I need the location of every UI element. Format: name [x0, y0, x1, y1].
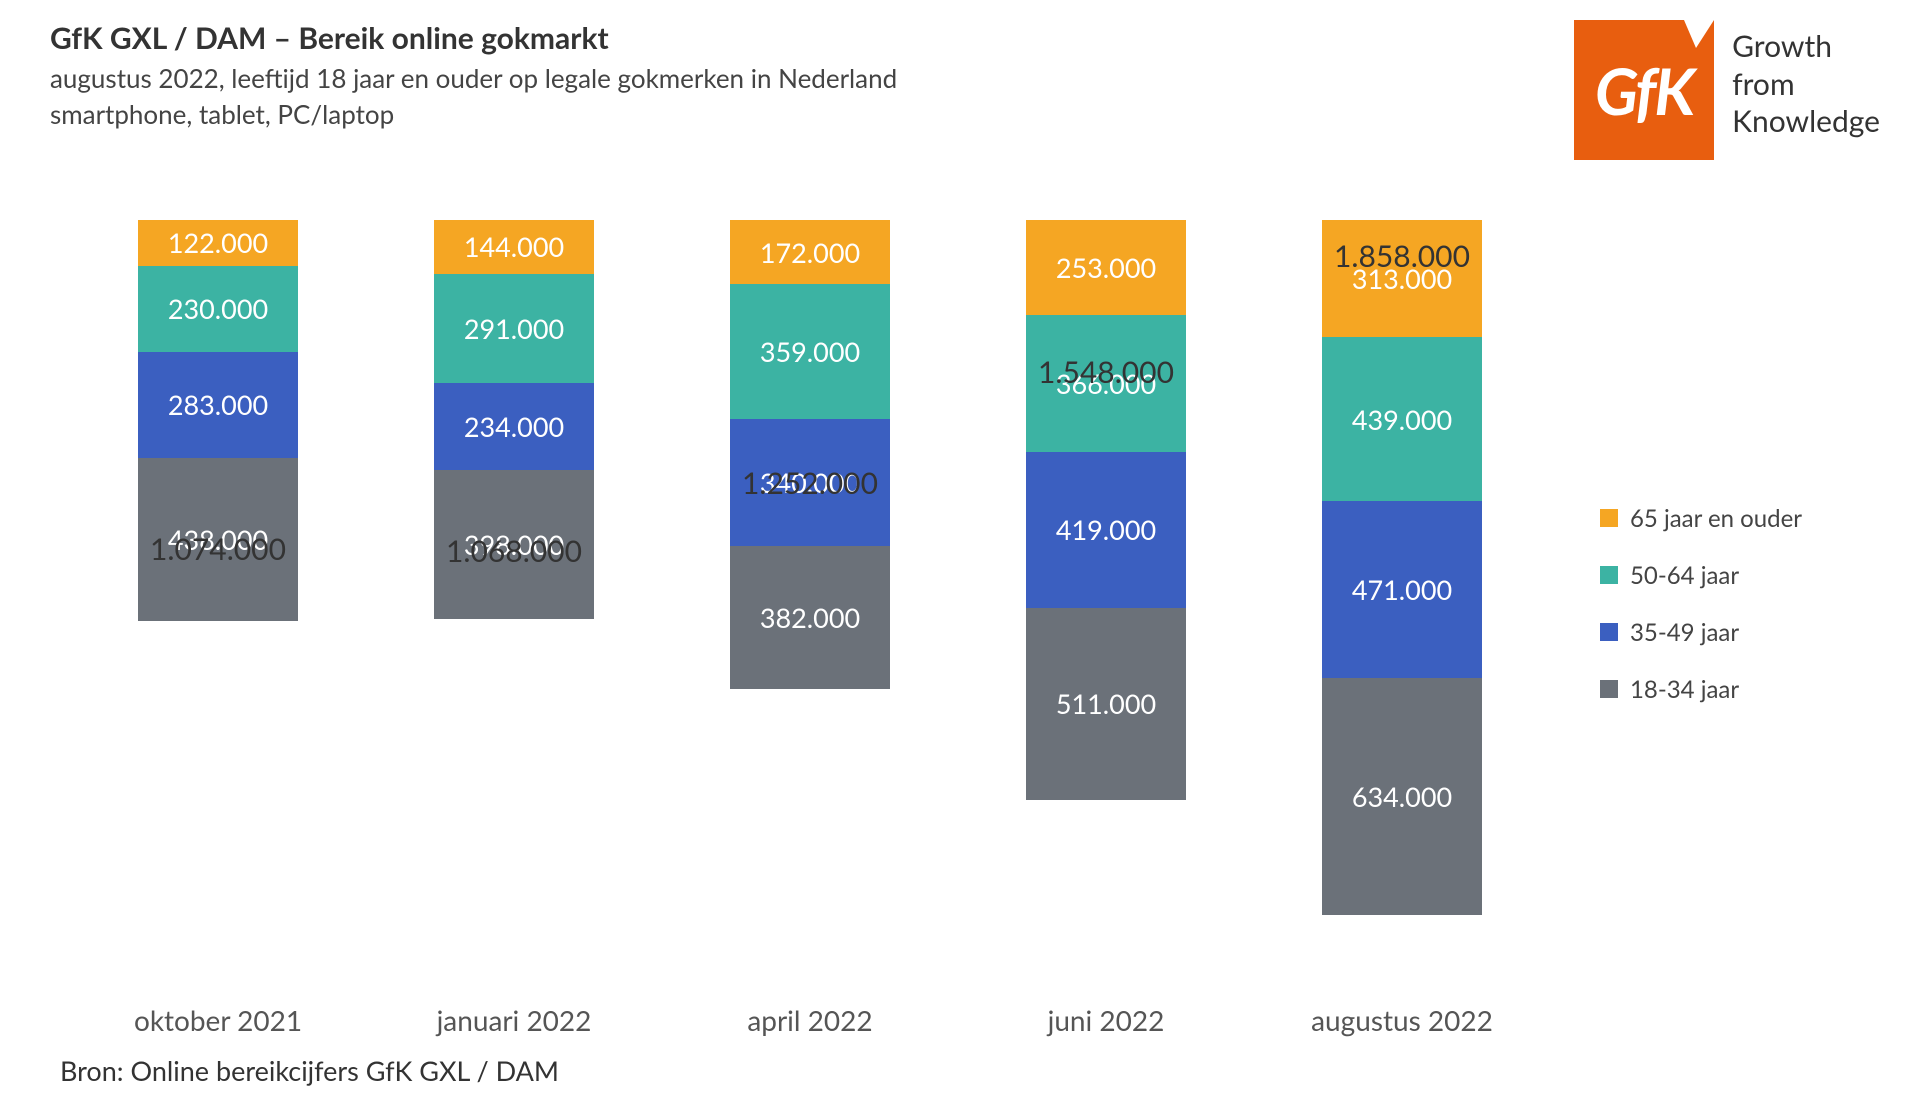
bar-total-label: 1.068.000 — [364, 533, 664, 569]
segment-value-label: 291.000 — [464, 312, 564, 345]
segment-value-label: 283.000 — [168, 388, 268, 421]
segment-value-label: 382.000 — [760, 601, 860, 634]
segment-value-label: 122.000 — [168, 226, 268, 259]
legend-swatch-icon — [1600, 509, 1618, 527]
segment-value-label: 419.000 — [1056, 513, 1156, 546]
bar-total-label: 1.548.000 — [956, 354, 1256, 390]
gfk-logo-icon: GfK — [1574, 20, 1714, 160]
segment-value-label: 230.000 — [168, 292, 268, 325]
tagline-line-1: Growth — [1732, 28, 1880, 66]
bar-total-label: 1.252.000 — [660, 465, 960, 501]
segment-value-label: 471.000 — [1352, 573, 1452, 606]
bar-segment-age35_49: 471.000 — [1322, 501, 1482, 677]
segment-value-label: 359.000 — [760, 335, 860, 368]
legend-item: 50-64 jaar — [1600, 561, 1880, 590]
subtitle-line-2: smartphone, tablet, PC/laptop — [50, 98, 897, 130]
bar-segment-age18_34: 382.000 — [730, 546, 890, 689]
legend: 65 jaar en ouder 50-64 jaar 35-49 jaar 18-3… — [1570, 220, 1880, 987]
category-label: april 2022 — [747, 1003, 872, 1037]
bar-total-label: 1.858.000 — [1252, 238, 1552, 274]
legend-label: 50-64 jaar — [1630, 561, 1739, 590]
bar-segment-age65: 253.000 — [1026, 220, 1186, 315]
page-root: GfK GXL / DAM – Bereik online gokmarkt a… — [0, 0, 1920, 1117]
bar-total-label: 1.074.000 — [68, 531, 368, 567]
bar-segment-age18_34: 634.000 — [1322, 678, 1482, 915]
page-title: GfK GXL / DAM – Bereik online gokmarkt — [50, 20, 897, 56]
segment-value-label: 172.000 — [760, 236, 860, 269]
tagline-line-3: Knowledge — [1732, 103, 1880, 141]
category-label: juni 2022 — [1048, 1003, 1165, 1037]
logo-tagline: Growth from Knowledge — [1732, 20, 1880, 141]
category-label: augustus 2022 — [1311, 1003, 1493, 1037]
segment-value-label: 144.000 — [464, 230, 564, 263]
bar-segment-age50_64: 359.000 — [730, 284, 890, 418]
legend-swatch-icon — [1600, 623, 1618, 641]
bar-column: 1.074.000122.000230.000283.000438.000okt… — [138, 220, 298, 987]
title-block: GfK GXL / DAM – Bereik online gokmarkt a… — [50, 20, 897, 134]
bar-stack: 172.000359.000340.000382.000 — [730, 220, 890, 689]
bar-segment-age65: 172.000 — [730, 220, 890, 284]
legend-label: 35-49 jaar — [1630, 618, 1739, 647]
bar-segment-age50_64: 439.000 — [1322, 337, 1482, 501]
bar-segment-age65: 122.000 — [138, 220, 298, 266]
bar-segment-age35_49: 283.000 — [138, 352, 298, 458]
bar-stack: 253.000366.000419.000511.000 — [1026, 220, 1186, 800]
legend-swatch-icon — [1600, 566, 1618, 584]
segment-value-label: 634.000 — [1352, 780, 1452, 813]
legend-swatch-icon — [1600, 680, 1618, 698]
bar-column: 1.858.000313.000439.000471.000634.000aug… — [1322, 220, 1482, 987]
segment-value-label: 234.000 — [464, 410, 564, 443]
legend-item: 18-34 jaar — [1600, 675, 1880, 704]
segment-value-label: 439.000 — [1352, 403, 1452, 436]
category-label: januari 2022 — [437, 1003, 592, 1037]
bar-segment-age50_64: 291.000 — [434, 274, 594, 383]
legend-item: 35-49 jaar — [1600, 618, 1880, 647]
bar-segment-age65: 144.000 — [434, 220, 594, 274]
subtitle-line-1: augustus 2022, leeftijd 18 jaar en ouder… — [50, 62, 897, 94]
header: GfK GXL / DAM – Bereik online gokmarkt a… — [50, 20, 1880, 160]
logo-block: GfK Growth from Knowledge — [1574, 20, 1880, 160]
segment-value-label: 511.000 — [1056, 687, 1156, 720]
bar-column: 1.548.000253.000366.000419.000511.000jun… — [1026, 220, 1186, 987]
chart-zone: 1.074.000122.000230.000283.000438.000okt… — [50, 220, 1880, 987]
logo-text: GfK — [1595, 52, 1693, 129]
tagline-line-2: from — [1732, 66, 1880, 104]
bar-column: 1.252.000172.000359.000340.000382.000apr… — [730, 220, 890, 987]
plot-area: 1.074.000122.000230.000283.000438.000okt… — [50, 220, 1570, 987]
segment-value-label: 253.000 — [1056, 251, 1156, 284]
bar-segment-age35_49: 419.000 — [1026, 452, 1186, 609]
legend-item: 65 jaar en ouder — [1600, 504, 1880, 533]
legend-label: 18-34 jaar — [1630, 675, 1739, 704]
bar-column: 1.068.000144.000291.000234.000398.000jan… — [434, 220, 594, 987]
source-line: Bron: Online bereikcijfers GfK GXL / DAM — [60, 1054, 559, 1087]
legend-label: 65 jaar en ouder — [1630, 504, 1802, 533]
category-label: oktober 2021 — [134, 1003, 302, 1037]
bar-segment-age18_34: 511.000 — [1026, 608, 1186, 799]
bar-segment-age50_64: 230.000 — [138, 266, 298, 352]
bar-segment-age35_49: 234.000 — [434, 383, 594, 471]
bar-stack: 313.000439.000471.000634.000 — [1322, 220, 1482, 915]
